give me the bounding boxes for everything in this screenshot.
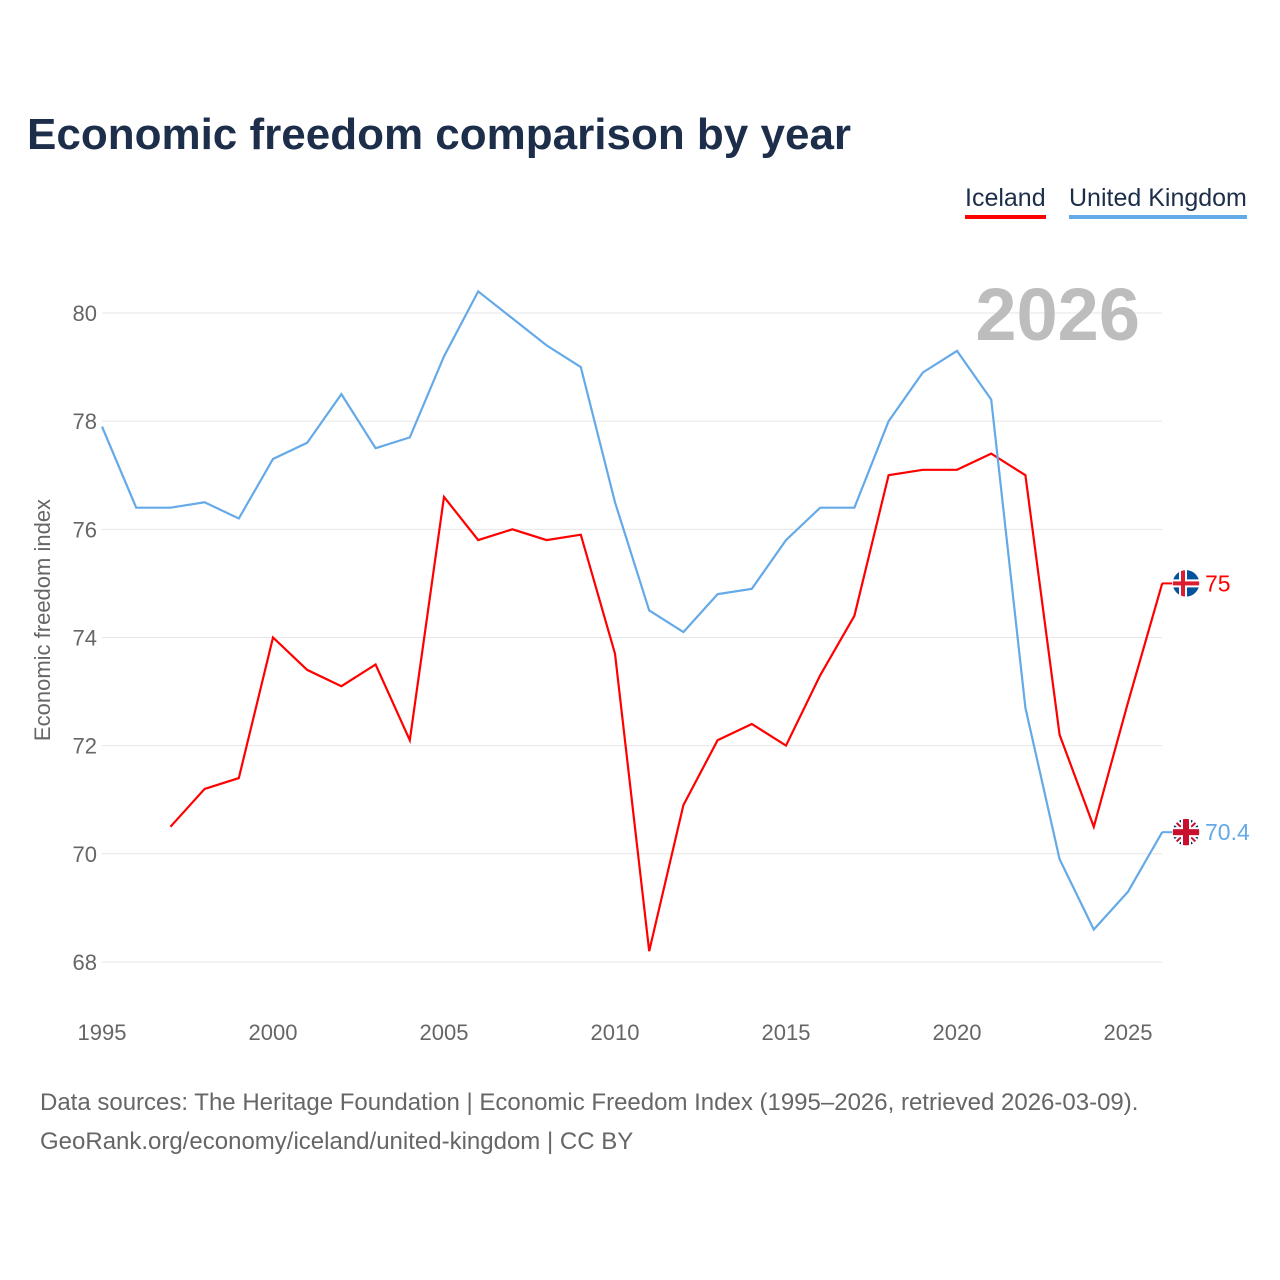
iceland-flag-icon <box>1171 568 1201 599</box>
data-point[interactable] <box>1022 472 1028 478</box>
data-point[interactable] <box>236 775 242 781</box>
y-tick-label: 74 <box>73 625 97 650</box>
y-tick-label: 68 <box>73 950 97 975</box>
data-point[interactable] <box>407 434 413 440</box>
data-point[interactable] <box>99 424 105 430</box>
data-point[interactable] <box>236 516 242 522</box>
data-point[interactable] <box>133 505 139 511</box>
data-point[interactable] <box>680 629 686 635</box>
x-tick-label: 2005 <box>420 1020 469 1045</box>
data-point[interactable] <box>715 737 721 743</box>
data-point[interactable] <box>680 802 686 808</box>
data-point[interactable] <box>646 607 652 613</box>
data-point[interactable] <box>988 397 994 403</box>
source-text: Data sources: The Heritage Foundation | … <box>40 1089 1139 1116</box>
data-point[interactable] <box>407 737 413 743</box>
series-line-iceland <box>169 452 1164 952</box>
uk-flag-icon <box>1171 817 1201 847</box>
y-tick-label: 78 <box>73 409 97 434</box>
x-tick-label: 2015 <box>762 1020 811 1045</box>
data-point[interactable] <box>509 526 515 532</box>
data-point[interactable] <box>920 369 926 375</box>
data-point[interactable] <box>817 672 823 678</box>
data-point[interactable] <box>167 824 173 830</box>
data-point[interactable] <box>749 586 755 592</box>
source-url[interactable]: GeoRank.org/economy/iceland/united-kingd… <box>40 1128 634 1155</box>
data-point[interactable] <box>886 418 892 424</box>
y-axis-label: Economic freedom index <box>30 499 55 741</box>
data-point[interactable] <box>373 662 379 668</box>
data-point[interactable] <box>441 494 447 500</box>
data-point[interactable] <box>338 391 344 397</box>
data-point[interactable] <box>373 445 379 451</box>
data-point[interactable] <box>851 613 857 619</box>
data-point[interactable] <box>304 667 310 673</box>
data-point[interactable] <box>715 591 721 597</box>
legend-iceland[interactable]: Iceland <box>965 184 1046 219</box>
data-point[interactable] <box>578 364 584 370</box>
data-point[interactable] <box>920 467 926 473</box>
data-point[interactable] <box>1091 824 1097 830</box>
data-point[interactable] <box>1125 889 1131 895</box>
data-point[interactable] <box>851 505 857 511</box>
data-point[interactable] <box>544 342 550 348</box>
end-value-label: 70.4 <box>1205 819 1250 845</box>
x-tick-label: 2010 <box>591 1020 640 1045</box>
y-tick-label: 70 <box>73 842 97 867</box>
data-point[interactable] <box>304 440 310 446</box>
data-point[interactable] <box>612 499 618 505</box>
data-point[interactable] <box>202 499 208 505</box>
x-tick-label: 2000 <box>249 1020 298 1045</box>
legend-united-kingdom[interactable]: United Kingdom <box>1069 184 1247 219</box>
y-tick-label: 80 <box>73 301 97 326</box>
data-point[interactable] <box>578 532 584 538</box>
x-tick-label: 1995 <box>78 1020 127 1045</box>
data-point[interactable] <box>1057 732 1063 738</box>
data-point[interactable] <box>612 651 618 657</box>
x-tick-label: 2025 <box>1104 1020 1153 1045</box>
data-point[interactable] <box>1022 705 1028 711</box>
year-watermark: 2026 <box>975 273 1140 356</box>
data-point[interactable] <box>1125 699 1131 705</box>
chart-title: Economic freedom comparison by year <box>27 110 852 159</box>
x-tick-label: 2020 <box>933 1020 982 1045</box>
data-point[interactable] <box>167 505 173 511</box>
data-point[interactable] <box>749 721 755 727</box>
data-point[interactable] <box>544 537 550 543</box>
y-tick-label: 76 <box>73 517 97 542</box>
data-point[interactable] <box>202 786 208 792</box>
data-point[interactable] <box>646 948 652 954</box>
data-point[interactable] <box>441 353 447 359</box>
data-point[interactable] <box>783 743 789 749</box>
data-point[interactable] <box>270 634 276 640</box>
data-point[interactable] <box>1091 927 1097 933</box>
data-point[interactable] <box>509 315 515 321</box>
data-point[interactable] <box>783 537 789 543</box>
data-point[interactable] <box>954 348 960 354</box>
series-line-united-kingdom <box>100 289 1164 932</box>
data-point[interactable] <box>988 451 994 457</box>
data-point[interactable] <box>886 472 892 478</box>
data-point[interactable] <box>475 288 481 294</box>
data-point[interactable] <box>475 537 481 543</box>
y-tick-label: 72 <box>73 734 97 759</box>
data-point[interactable] <box>1057 856 1063 862</box>
data-point[interactable] <box>817 505 823 511</box>
data-point[interactable] <box>270 456 276 462</box>
end-value-label: 75 <box>1205 570 1231 596</box>
data-point[interactable] <box>338 683 344 689</box>
data-point[interactable] <box>954 467 960 473</box>
